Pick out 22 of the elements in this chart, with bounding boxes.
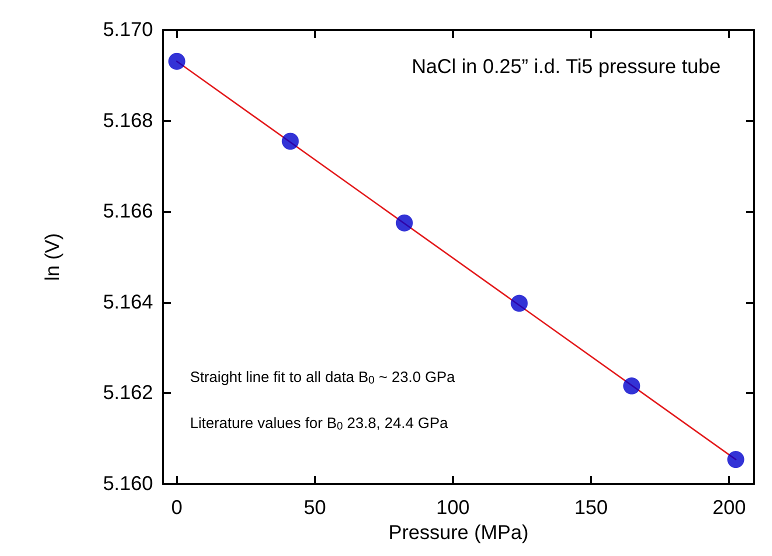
x-axis-title: Pressure (MPa) — [388, 522, 529, 544]
y-tick-label: 5.162 — [102, 382, 153, 404]
point — [396, 214, 413, 232]
x-tick-label: 150 — [574, 497, 608, 519]
y-axis-title: ln (V) — [42, 233, 64, 281]
point — [727, 450, 744, 468]
y-tick-label: 5.168 — [102, 110, 153, 132]
x-tick-label: 100 — [436, 497, 470, 519]
annotation: Straight line fit to all data B0 ~ 23.0 GPa — [190, 369, 456, 386]
y-tick-label: 5.170 — [102, 19, 153, 41]
point — [510, 294, 528, 312]
point — [623, 377, 640, 394]
annotation: Literature values for B0 23.8, 24.4 GPa — [190, 415, 449, 432]
y-tick-label: 5.160 — [102, 473, 153, 495]
y-tick-label: 5.164 — [102, 291, 153, 314]
x-tick-label: 50 — [304, 497, 326, 519]
x-tick-label: 0 — [171, 497, 182, 519]
y-tick-label: 5.166 — [102, 200, 153, 223]
text: NaCl in 0.25” i.d. Ti5 pressure tube — [412, 56, 721, 78]
point — [168, 52, 186, 70]
x-tick-label: 200 — [712, 497, 746, 519]
point — [282, 132, 299, 150]
